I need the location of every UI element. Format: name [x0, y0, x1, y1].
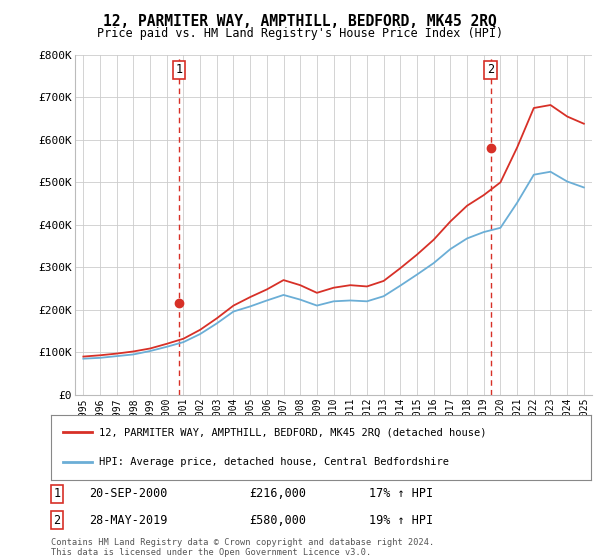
Text: 2: 2 [487, 63, 494, 76]
Text: 1: 1 [175, 63, 182, 76]
Text: £216,000: £216,000 [249, 487, 306, 501]
Text: 12, PARMITER WAY, AMPTHILL, BEDFORD, MK45 2RQ: 12, PARMITER WAY, AMPTHILL, BEDFORD, MK4… [103, 14, 497, 29]
Text: HPI: Average price, detached house, Central Bedfordshire: HPI: Average price, detached house, Cent… [98, 458, 449, 468]
Text: £580,000: £580,000 [249, 514, 306, 527]
Text: 12, PARMITER WAY, AMPTHILL, BEDFORD, MK45 2RQ (detached house): 12, PARMITER WAY, AMPTHILL, BEDFORD, MK4… [98, 427, 486, 437]
Text: 1: 1 [53, 487, 61, 501]
Text: Contains HM Land Registry data © Crown copyright and database right 2024.
This d: Contains HM Land Registry data © Crown c… [51, 538, 434, 557]
Text: 17% ↑ HPI: 17% ↑ HPI [369, 487, 433, 501]
Text: Price paid vs. HM Land Registry's House Price Index (HPI): Price paid vs. HM Land Registry's House … [97, 27, 503, 40]
Text: 2: 2 [53, 514, 61, 527]
Text: 19% ↑ HPI: 19% ↑ HPI [369, 514, 433, 527]
Text: 28-MAY-2019: 28-MAY-2019 [89, 514, 167, 527]
Text: 20-SEP-2000: 20-SEP-2000 [89, 487, 167, 501]
